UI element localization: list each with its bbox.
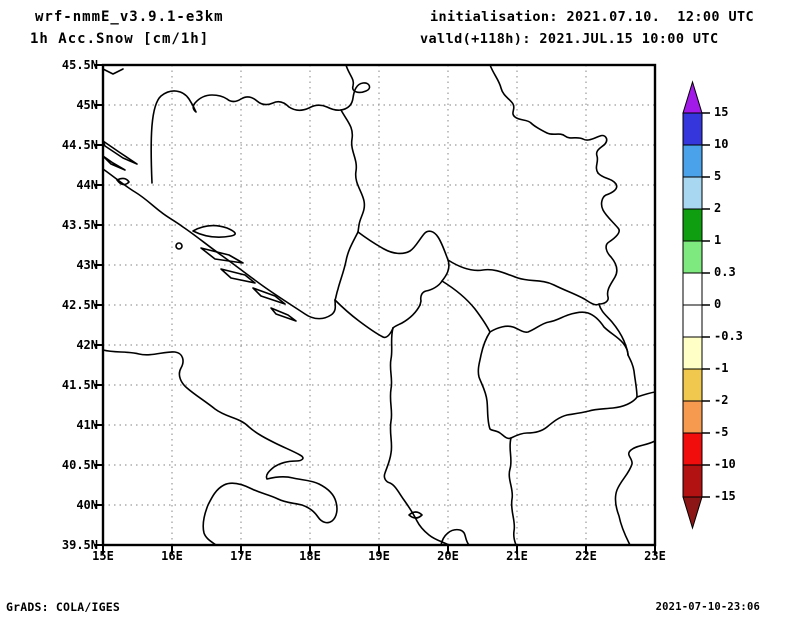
border-macedonia <box>477 311 638 440</box>
coastline-istria-fragment <box>102 68 124 75</box>
map-outlines <box>102 64 656 546</box>
colorbar-segment <box>682 432 703 466</box>
border-bosnia-serbia-drina <box>340 109 366 233</box>
x-axis-label: 21E <box>506 549 528 563</box>
coastline-greece-aegean <box>614 440 656 546</box>
colorbar-level-label: 1 <box>714 233 722 247</box>
border-croatia-serbia <box>340 64 371 111</box>
colorbar-segment <box>682 240 703 274</box>
colorbar-below-min-triangle <box>682 496 703 530</box>
colorbar-segment <box>682 336 703 370</box>
variable-title: 1h Acc.Snow [cm/1h] <box>30 31 210 47</box>
colorbar-segment <box>682 176 703 210</box>
y-axis-label: 45N <box>76 98 98 112</box>
colorbar-segment <box>682 368 703 402</box>
axis-ticks <box>94 64 656 554</box>
x-axis-label: 19E <box>368 549 390 563</box>
colorbar-level-label: -10 <box>714 457 736 471</box>
colorbar-above-max-triangle <box>682 80 703 114</box>
colorbar-segment <box>682 208 703 242</box>
x-axis-label: 17E <box>230 549 252 563</box>
colorbar-segment <box>682 400 703 434</box>
island-corfu <box>408 511 423 519</box>
colorbar-segment <box>682 144 703 178</box>
coastline-italy <box>102 349 338 546</box>
y-axis-label: 41N <box>76 418 98 432</box>
coastline-dalmatia <box>102 168 337 320</box>
border-bosnia-montenegro <box>334 231 359 301</box>
colorbar: 15 10 5 2 1 0.3 0 -0.3 -1 -2 -5 -10 -15 <box>675 75 797 560</box>
colorbar-level-label: 0 <box>714 297 722 311</box>
colorbar-segment <box>682 304 703 338</box>
colorbar-level-label: 15 <box>714 105 729 119</box>
colorbar-segment <box>682 112 703 146</box>
x-axis-label: 15E <box>92 549 114 563</box>
colorbar-segments <box>682 112 703 498</box>
colorbar-level-label: 10 <box>714 137 729 151</box>
x-axis-label: 18E <box>299 549 321 563</box>
map-plot-area <box>94 63 657 554</box>
border-kosovo-loop <box>357 230 450 306</box>
y-axis-label: 43N <box>76 258 98 272</box>
border-bulgaria-greece <box>636 391 656 398</box>
x-axis-label: 16E <box>161 549 183 563</box>
border-montenegro-albania <box>392 304 421 329</box>
border-serbia-romania-danube <box>489 64 608 174</box>
dalmatian-islands <box>102 140 297 322</box>
colorbar-level-label: 0.3 <box>714 265 736 279</box>
y-axis-label: 40.5N <box>61 458 98 472</box>
map-frame <box>101 63 657 547</box>
model-title: wrf-nmmE_v3.9.1-e3km <box>35 9 224 25</box>
grads-credit: GrADS: COLA/IGES <box>6 600 120 614</box>
plot-timestamp: 2021-07-10-23:06 <box>655 601 760 613</box>
x-axis-label: 23E <box>644 549 666 563</box>
colorbar-level-label: -5 <box>714 425 729 439</box>
x-axis-label: 22E <box>575 549 597 563</box>
colorbar-segment <box>682 464 703 498</box>
colorbar-level-label: 2 <box>714 201 722 215</box>
border-kosovo-macedonia <box>441 280 491 333</box>
colorbar-level-label: -0.3 <box>714 329 743 343</box>
colorbar-ticks <box>702 112 710 498</box>
colorbar-level-label: 5 <box>714 169 722 183</box>
colorbar-level-label: -1 <box>714 361 729 375</box>
y-axis-label: 43.5N <box>61 218 98 232</box>
y-axis-label: 45.5N <box>61 58 98 72</box>
border-serbia-macedonia <box>447 259 600 306</box>
border-albania-greece <box>508 437 517 546</box>
colorbar-segment <box>682 272 703 306</box>
colorbar-level-label: -15 <box>714 489 736 503</box>
border-serbia-bulgaria <box>597 172 629 356</box>
valid-time-line: valld(+118h): 2021.JUL.15 10:00 UTC <box>420 31 719 47</box>
y-axis-label: 42N <box>76 338 98 352</box>
init-time-line: initialisation: 2021.07.10. 12:00 UTC <box>430 9 755 25</box>
y-axis-label: 40N <box>76 498 98 512</box>
coastline-greece-ionian <box>440 528 470 546</box>
coastline-montenegro <box>334 299 394 339</box>
border-croatia-bosnia <box>150 90 342 184</box>
coastline-albania <box>383 327 450 546</box>
y-axis-label: 42.5N <box>61 298 98 312</box>
y-axis-label: 44.5N <box>61 138 98 152</box>
grid-lines <box>103 65 655 545</box>
y-axis-label: 44N <box>76 178 98 192</box>
y-axis-label: 41.5N <box>61 378 98 392</box>
colorbar-level-label: -2 <box>714 393 729 407</box>
x-axis-label: 20E <box>437 549 459 563</box>
y-axis-label: 39.5N <box>61 538 98 552</box>
